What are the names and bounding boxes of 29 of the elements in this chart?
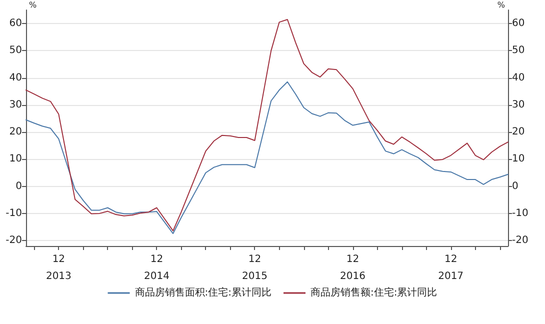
y2-tick-label: -10: [512, 208, 528, 219]
y2-tick-label: 30: [512, 99, 525, 110]
y-tick-label: 0: [16, 180, 22, 192]
line-series: [26, 18, 508, 232]
y-tick-label: 40: [9, 72, 22, 84]
legend-label: 商品房销售额:住宅:累计同比: [310, 286, 438, 298]
y2-tick-label: 60: [512, 18, 525, 30]
legend-label: 商品房销售面积:住宅:累计同比: [134, 286, 272, 298]
y-tick-label: 10: [9, 154, 22, 165]
y2-axis-title: %: [497, 0, 506, 10]
x-tick-label: 12 2014: [144, 254, 170, 282]
x-tick-label: 12 2017: [438, 254, 464, 282]
line-series: [26, 81, 508, 234]
x-tick-label: 12 2015: [242, 254, 268, 282]
y2-tick-label: 50: [512, 45, 525, 56]
y-axis-title: %: [29, 0, 37, 10]
y2-tick-label: -20: [512, 235, 528, 246]
y-tick-label: 60: [9, 18, 22, 30]
y2-tick-label: 40: [512, 72, 525, 84]
y-tick-label: 30: [9, 99, 22, 110]
y-tick-label: 20: [9, 126, 22, 138]
y2-tick-label: 10: [512, 154, 525, 165]
y-tick-label: -10: [6, 208, 22, 219]
x-tick-label: 12 2013: [46, 254, 72, 282]
y-tick-label: 50: [9, 45, 22, 56]
x-tick-label: 12 2016: [340, 254, 366, 282]
y-tick-label: -20: [6, 235, 22, 246]
y2-tick-label: 20: [512, 126, 525, 138]
y2-tick-label: 0: [512, 180, 518, 192]
